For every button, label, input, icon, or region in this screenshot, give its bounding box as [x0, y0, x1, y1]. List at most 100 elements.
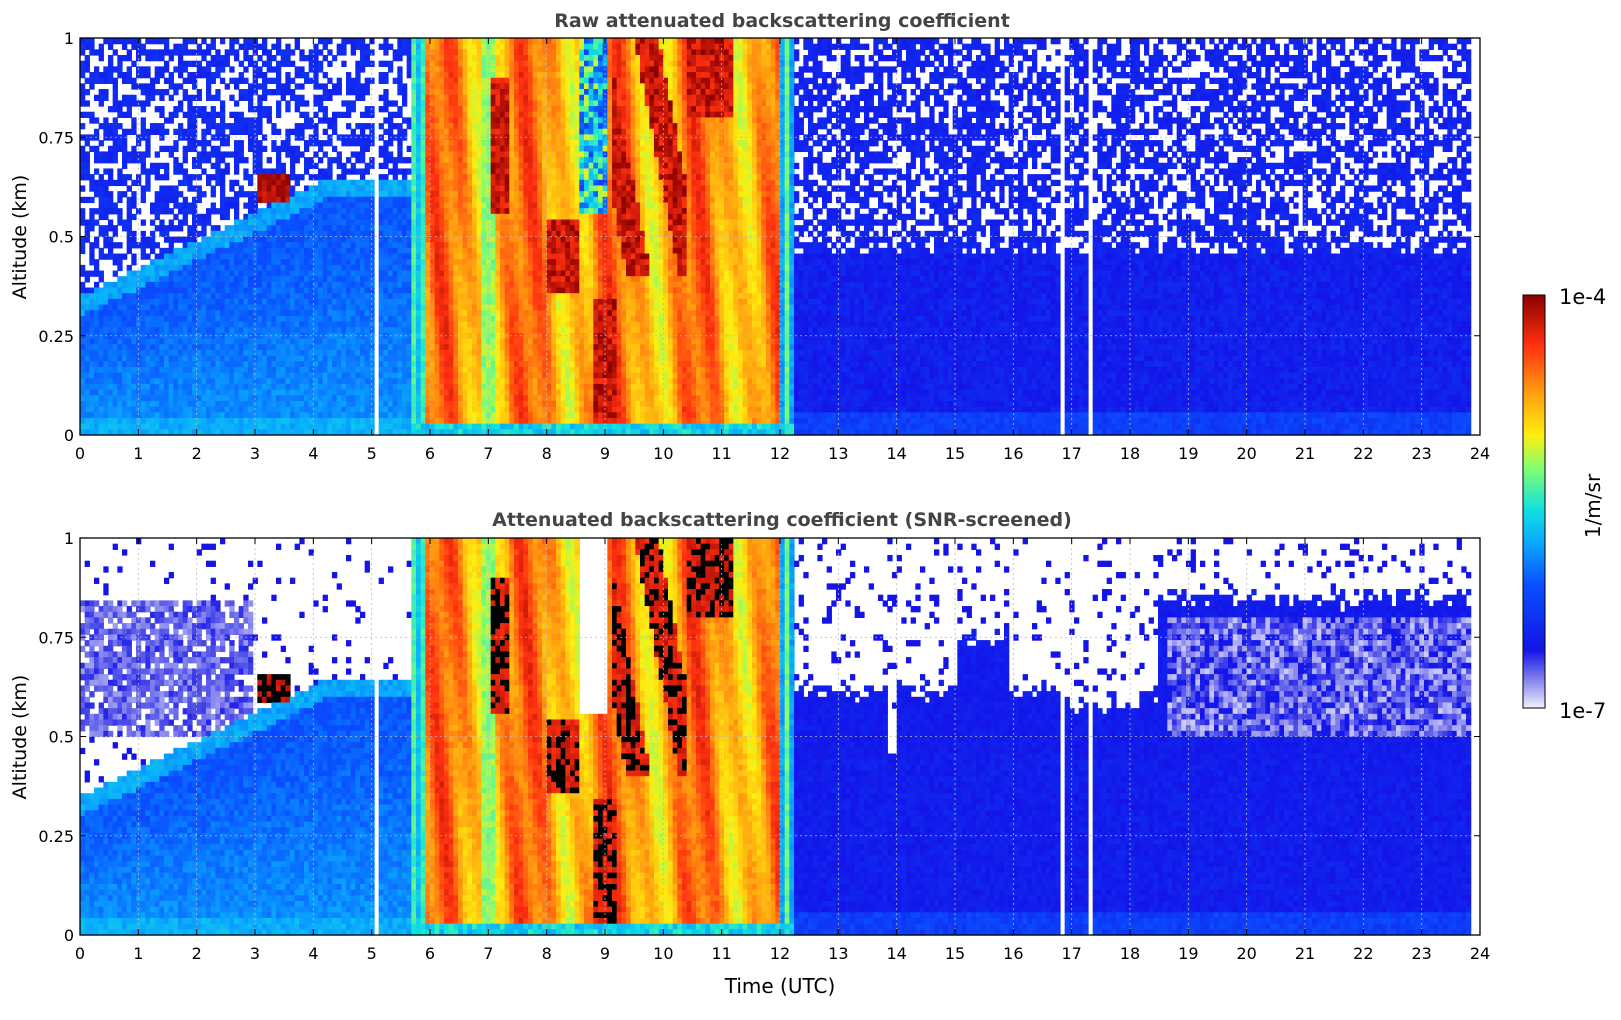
heatmap-cell	[141, 327, 146, 333]
heatmap-cell	[360, 254, 365, 260]
heatmap-cell	[248, 395, 253, 401]
heatmap-cell	[481, 44, 486, 50]
heatmap-cell	[267, 395, 272, 401]
heatmap-cell	[201, 339, 206, 345]
heatmap-cell	[332, 202, 337, 208]
heatmap-cell	[122, 219, 127, 225]
heatmap-cell	[150, 305, 155, 311]
heatmap-cell	[439, 219, 444, 225]
heatmap-cell	[239, 44, 244, 50]
heatmap-cell	[85, 112, 90, 118]
heatmap-cell	[416, 282, 421, 288]
heatmap-cell	[262, 72, 267, 78]
heatmap-cell	[435, 83, 440, 89]
heatmap-cell	[383, 265, 388, 271]
heatmap-cell	[463, 55, 468, 61]
heatmap-cell	[127, 112, 132, 118]
heatmap-cell	[449, 174, 454, 180]
heatmap-cell	[360, 151, 365, 157]
heatmap-cell	[229, 350, 234, 356]
heatmap-cell	[388, 339, 393, 345]
heatmap-cell	[239, 407, 244, 413]
heatmap-cell	[351, 49, 356, 55]
heatmap-cell	[234, 242, 239, 248]
heatmap-cell	[145, 72, 150, 78]
heatmap-cell	[421, 129, 426, 135]
heatmap-cell	[388, 140, 393, 146]
heatmap-cell	[467, 168, 472, 174]
heatmap-cell	[131, 242, 136, 248]
heatmap-cell	[225, 373, 230, 379]
heatmap-cell	[211, 254, 216, 260]
heatmap-cell	[127, 55, 132, 61]
heatmap-cell	[458, 95, 463, 101]
heatmap-cell	[290, 168, 295, 174]
heatmap-cell	[365, 378, 370, 384]
heatmap-cell	[435, 38, 440, 44]
heatmap-cell	[262, 254, 267, 260]
heatmap-cell	[267, 282, 272, 288]
heatmap-cell	[164, 378, 169, 384]
heatmap-cell	[421, 299, 426, 305]
heatmap-cell	[290, 424, 295, 430]
heatmap-cell	[248, 248, 253, 254]
heatmap-cell	[430, 316, 435, 322]
heatmap-cell	[416, 78, 421, 84]
heatmap-cell	[463, 219, 468, 225]
heatmap-cell	[239, 61, 244, 67]
heatmap-cell	[197, 282, 202, 288]
heatmap-cell	[131, 418, 136, 424]
heatmap-cell	[411, 163, 416, 169]
heatmap-cell	[131, 293, 136, 299]
heatmap-cell	[430, 140, 435, 146]
heatmap-cell	[183, 288, 188, 294]
heatmap-cell	[477, 407, 482, 413]
heatmap-cell	[323, 95, 328, 101]
heatmap-cell	[463, 356, 468, 362]
heatmap-cell	[453, 225, 458, 231]
heatmap-cell	[379, 384, 384, 390]
heatmap-cell	[327, 293, 332, 299]
heatmap-cell	[327, 185, 332, 191]
heatmap-cell	[453, 72, 458, 78]
heatmap-cell	[453, 95, 458, 101]
heatmap-cell	[453, 293, 458, 299]
heatmap-cell	[360, 44, 365, 50]
heatmap-cell	[290, 259, 295, 265]
heatmap-cell	[402, 378, 407, 384]
heatmap-cell	[458, 254, 463, 260]
heatmap-cell	[351, 219, 356, 225]
heatmap-cell	[122, 140, 127, 146]
heatmap-cell	[243, 89, 248, 95]
heatmap-cell	[108, 174, 113, 180]
heatmap-cell	[80, 66, 85, 72]
heatmap-cell	[113, 339, 118, 345]
heatmap-cell	[388, 293, 393, 299]
heatmap-cell	[402, 185, 407, 191]
heatmap-cell	[416, 225, 421, 231]
heatmap-cell	[430, 356, 435, 362]
heatmap-cell	[211, 390, 216, 396]
heatmap-cell	[449, 214, 454, 220]
heatmap-cell	[239, 395, 244, 401]
heatmap-cell	[397, 288, 402, 294]
heatmap-cell	[360, 89, 365, 95]
heatmap-cell	[467, 208, 472, 214]
heatmap-cell	[397, 55, 402, 61]
heatmap-cell	[94, 117, 99, 123]
heatmap-cell	[122, 112, 127, 118]
heatmap-cell	[444, 350, 449, 356]
heatmap-cell	[299, 197, 304, 203]
heatmap-cell	[229, 327, 234, 333]
heatmap-cell	[467, 185, 472, 191]
heatmap-cell	[467, 237, 472, 243]
heatmap-cell	[388, 395, 393, 401]
heatmap-cell	[430, 95, 435, 101]
heatmap-cell	[145, 418, 150, 424]
heatmap-cell	[248, 117, 253, 123]
heatmap-cell	[108, 395, 113, 401]
heatmap-cell	[80, 390, 85, 396]
heatmap-cell	[267, 265, 272, 271]
heatmap-cell	[299, 214, 304, 220]
